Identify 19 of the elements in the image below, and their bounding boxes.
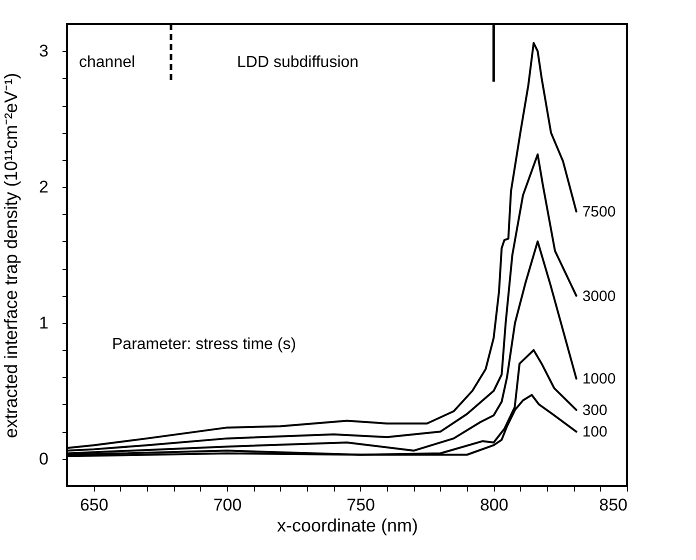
x-tick-label: 650 xyxy=(80,496,108,514)
y-tick-label: 0 xyxy=(39,449,48,468)
annotation: LDD subdiffusion xyxy=(237,54,359,71)
annotation: Parameter: stress time (s) xyxy=(112,336,296,353)
annotation: channel xyxy=(79,54,136,71)
series-label: 100 xyxy=(582,424,608,441)
y-tick-label: 2 xyxy=(39,178,48,197)
y-tick-label: 3 xyxy=(39,42,48,61)
series-label: 7500 xyxy=(582,204,616,221)
series-label: 1000 xyxy=(582,370,616,388)
y-axis-title: extracted interface trap density (10¹¹cm⁻²eV⁻¹) xyxy=(1,72,22,438)
series-label: 3000 xyxy=(582,288,616,305)
series-label: 300 xyxy=(582,402,608,419)
x-tick-label: 750 xyxy=(346,496,376,514)
x-axis-title: x-coordinate (nm) xyxy=(276,516,418,536)
x-tick-label: 700 xyxy=(213,496,242,514)
x-tick-label: 850 xyxy=(599,496,628,514)
x-tick-label: 800 xyxy=(480,496,508,514)
y-tick-label: 1 xyxy=(39,313,48,332)
